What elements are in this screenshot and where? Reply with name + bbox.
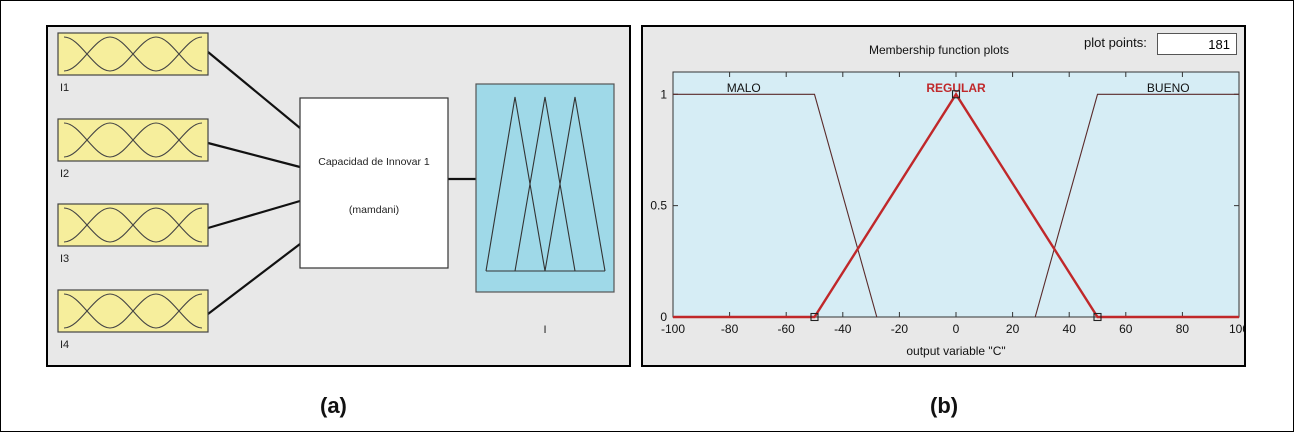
y-tick-label: 1	[660, 87, 667, 101]
connection-lines	[207, 51, 476, 315]
output-mf-glyph	[485, 96, 606, 272]
caption-b: (b)	[930, 393, 959, 418]
input-block-2[interactable]: I2	[57, 118, 209, 180]
input-block-4[interactable]: I4	[57, 289, 209, 351]
input-label-3: I3	[60, 253, 69, 265]
input-block-1[interactable]: I1	[57, 32, 209, 94]
output-label: I	[543, 324, 546, 336]
x-tick-label: 0	[953, 322, 960, 336]
input-label-1: I1	[60, 82, 69, 94]
x-tick-label: -20	[891, 322, 909, 336]
plot-area	[672, 71, 1240, 318]
fis-editor-panel: I1 I2 I3 I4 Capacidad de Innovar 1 (mamd…	[46, 25, 631, 367]
x-tick-label: -80	[721, 322, 739, 336]
mf-line-malo	[673, 93, 878, 318]
fis-diagram: I1 I2 I3 I4 Capacidad de Innovar 1 (mamd…	[57, 32, 615, 351]
y-tick-label: 0	[660, 310, 667, 324]
mf-label-bueno: BUENO	[1147, 81, 1190, 95]
x-tick-label: 80	[1176, 322, 1190, 336]
x-axis-label: output variable "C"	[906, 344, 1005, 358]
system-block[interactable]: Capacidad de Innovar 1 (mamdani)	[299, 97, 449, 269]
selection-marker	[1093, 312, 1102, 322]
plot-points-input[interactable]	[1157, 33, 1237, 55]
x-tick-label: 40	[1063, 322, 1077, 336]
membership-function-chart: Membership function plots -100 -80 -60 -40 -…	[650, 43, 1249, 358]
x-tick-label: -60	[778, 322, 796, 336]
system-type: (mamdani)	[349, 204, 399, 216]
plot-points-label: plot points:	[1084, 35, 1147, 50]
x-tick-label: 20	[1006, 322, 1020, 336]
caption-a: (a)	[320, 393, 347, 418]
chart-title: Membership function plots	[869, 43, 1009, 57]
mf-label-malo: MALO	[727, 81, 761, 95]
output-block[interactable]: I	[475, 83, 615, 336]
mf-line-bueno	[1034, 93, 1239, 318]
series-labels: MALO REGULAR BUENO	[727, 81, 1190, 95]
mf-line-regular	[673, 92, 1239, 319]
input-label-4: I4	[60, 339, 69, 351]
x-tick-label: -100	[661, 322, 685, 336]
mf-editor-panel: Membership function plots -100 -80 -60 -40 -…	[641, 25, 1249, 367]
x-tick-label: 100	[1229, 322, 1244, 336]
x-tick-label: -40	[834, 322, 852, 336]
selection-marker	[810, 312, 819, 322]
input-block-3[interactable]: I3	[57, 203, 209, 265]
system-name: Capacidad de Innovar 1	[318, 156, 430, 168]
selection-markers	[810, 90, 1102, 322]
input-label-2: I2	[60, 168, 69, 180]
series-lines	[673, 92, 1239, 319]
mf-label-regular: REGULAR	[926, 81, 986, 95]
x-tick-label: 60	[1119, 322, 1133, 336]
y-tick-label: 0.5	[650, 199, 667, 213]
selection-marker	[951, 90, 961, 99]
